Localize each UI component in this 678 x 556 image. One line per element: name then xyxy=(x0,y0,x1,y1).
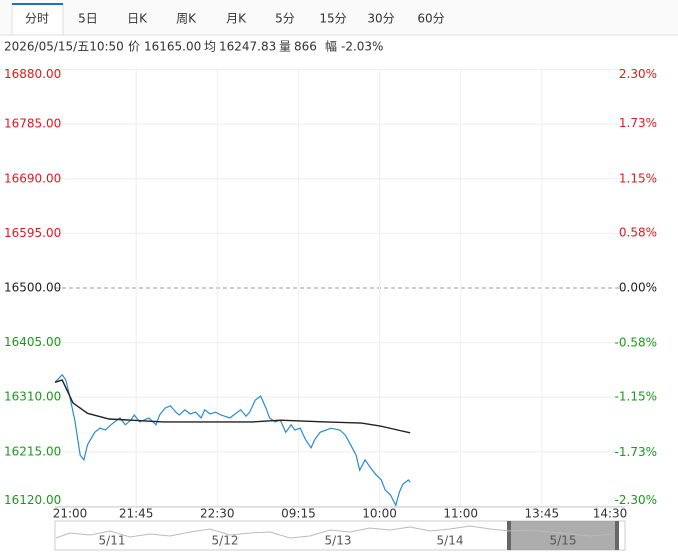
tab[interactable]: 月K xyxy=(226,12,247,26)
x-tick-label: 21:45 xyxy=(119,507,154,521)
tab[interactable]: 周K xyxy=(176,12,197,26)
navigator-label: 5/14 xyxy=(437,534,464,548)
tab[interactable]: 15分 xyxy=(319,12,346,26)
y2-tick-label: -1.15% xyxy=(615,390,657,404)
info-label: 均 xyxy=(204,40,216,54)
tab[interactable]: 30分 xyxy=(367,12,394,26)
info-value: -2.03% xyxy=(341,40,383,54)
info-value: 16247.83 xyxy=(219,40,276,54)
tab-bar xyxy=(0,0,678,35)
x-tick-label: 13:45 xyxy=(525,507,560,521)
tab[interactable]: 5日 xyxy=(78,12,98,26)
x-tick-label: 22:30 xyxy=(200,507,235,521)
navigator-label: 5/12 xyxy=(212,534,239,548)
y2-tick-label: 1.15% xyxy=(619,171,657,185)
y-tick-label: 16120.00 xyxy=(4,493,61,507)
y2-tick-label: 0.00% xyxy=(619,281,657,295)
y2-tick-label: -2.30% xyxy=(615,493,657,507)
y2-tick-label: -0.58% xyxy=(615,336,657,350)
y-tick-label: 16405.00 xyxy=(4,335,61,349)
info-label: 量 xyxy=(279,40,291,54)
x-tick-label: 14:30 xyxy=(593,507,628,521)
tab[interactable]: 分时 xyxy=(25,12,49,26)
x-tick-label: 10:00 xyxy=(362,507,397,521)
navigator-label: 5/15 xyxy=(550,534,577,548)
y-tick-label: 16785.00 xyxy=(4,117,61,131)
info-value: 16165.00 xyxy=(144,40,201,54)
y2-tick-label: 2.30% xyxy=(619,67,657,81)
y2-tick-label: -1.73% xyxy=(615,445,657,459)
info-datetime: 2026/05/15/五10:50 xyxy=(4,40,124,54)
tab[interactable]: 日K xyxy=(127,12,148,26)
info-value: 866 xyxy=(294,40,317,54)
y-tick-label: 16690.00 xyxy=(4,171,61,185)
tab[interactable]: 5分 xyxy=(275,12,295,26)
y2-tick-label: 1.73% xyxy=(619,116,657,130)
info-label: 价 xyxy=(128,40,140,54)
navigator-line xyxy=(55,525,613,539)
y-tick-label: 16500.00 xyxy=(4,281,61,295)
tab-active xyxy=(11,3,64,36)
price-line xyxy=(54,373,411,507)
navigator-label: 5/13 xyxy=(325,534,352,548)
x-tick-label: 21:00 xyxy=(53,507,88,521)
navigator-handle[interactable] xyxy=(615,521,619,550)
y-tick-label: 16310.00 xyxy=(4,390,61,404)
navigator-label: 5/11 xyxy=(99,534,126,548)
tab[interactable]: 60分 xyxy=(417,12,444,26)
x-tick-label: 11:00 xyxy=(443,507,478,521)
y-tick-label: 16880.00 xyxy=(4,67,61,81)
y-tick-label: 16215.00 xyxy=(4,444,61,458)
y2-tick-label: 0.58% xyxy=(619,225,657,239)
info-label: 幅 xyxy=(325,39,337,54)
price-line xyxy=(54,379,411,434)
navigator-handle[interactable] xyxy=(507,521,511,550)
x-tick-label: 09:15 xyxy=(281,507,316,521)
y-tick-label: 16595.00 xyxy=(4,226,61,240)
